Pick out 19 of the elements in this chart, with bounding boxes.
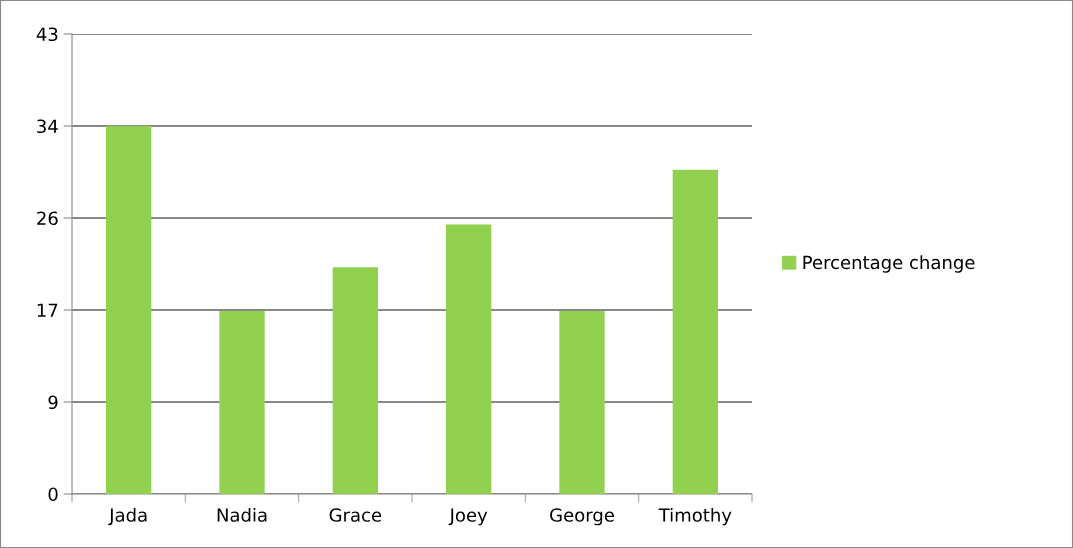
x-tick-label: Jada <box>108 507 147 526</box>
y-tick-label: 0 <box>48 487 58 502</box>
x-tick-label: Nadia <box>217 507 267 522</box>
bar <box>219 311 265 494</box>
x-tick-label: Grace <box>329 508 382 522</box>
y-tick-label: 17 <box>37 303 58 317</box>
legend-label: Percentage change <box>803 255 975 273</box>
bar <box>106 126 152 494</box>
y-tick-label: 9 <box>48 395 58 410</box>
bar <box>332 267 378 494</box>
x-tick-label: George <box>550 508 614 526</box>
x-tick-label: Timothy <box>658 507 732 526</box>
y-tick-label: 43 <box>36 27 58 42</box>
y-tick-label: 26 <box>37 211 58 226</box>
bar <box>446 224 492 494</box>
y-tick-label: 34 <box>37 119 58 134</box>
bar <box>559 311 605 494</box>
bar <box>672 169 718 494</box>
x-tick-label: Joey <box>448 508 488 526</box>
